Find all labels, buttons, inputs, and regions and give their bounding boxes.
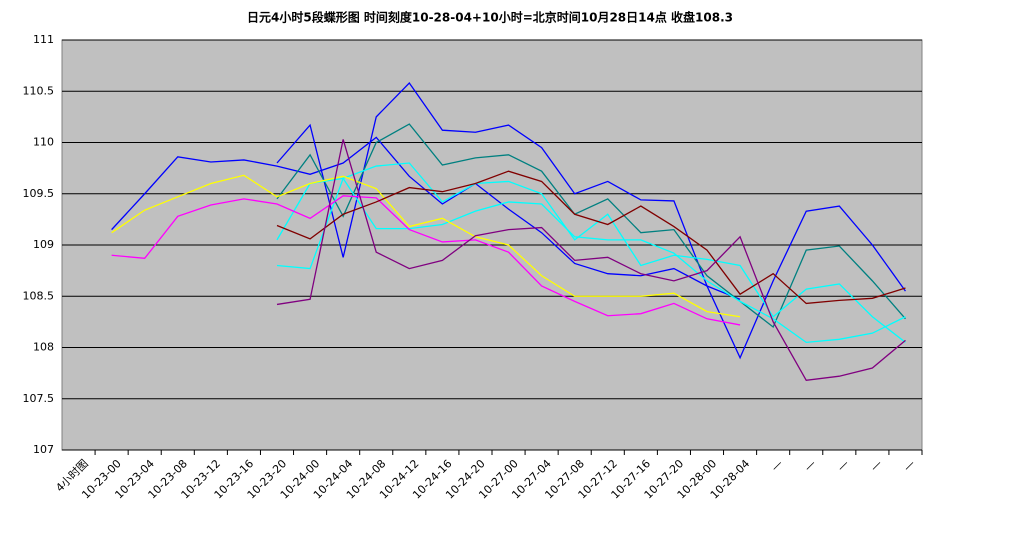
y-tick-label: 108 — [33, 341, 54, 354]
series-line — [276, 123, 906, 329]
series-line — [111, 174, 741, 318]
y-tick-label: 108.5 — [23, 289, 55, 302]
y-tick-label: 111 — [33, 33, 54, 46]
x-tick-label: — — [768, 457, 785, 474]
chart-title: 日元4小时5段蝶形图 时间刻度10-28-04+10小时=北京时间10月28日1… — [247, 10, 733, 25]
x-tick-label: — — [835, 457, 852, 474]
x-tick-label: — — [868, 457, 885, 474]
x-tick-label: — — [901, 457, 918, 474]
series-line — [276, 176, 906, 344]
x-tick-label: — — [802, 457, 819, 474]
y-tick-label: 110 — [33, 136, 54, 149]
series-line — [276, 162, 906, 343]
y-tick-label: 109 — [33, 238, 54, 251]
y-tick-label: 107 — [33, 443, 54, 456]
series-line — [111, 195, 741, 326]
y-tick-label: 107.5 — [23, 392, 55, 405]
y-tick-label: 109.5 — [23, 187, 55, 200]
series-line — [276, 170, 906, 305]
y-tick-label: 110.5 — [23, 84, 55, 97]
series-line — [276, 82, 906, 360]
series-line — [276, 139, 906, 381]
